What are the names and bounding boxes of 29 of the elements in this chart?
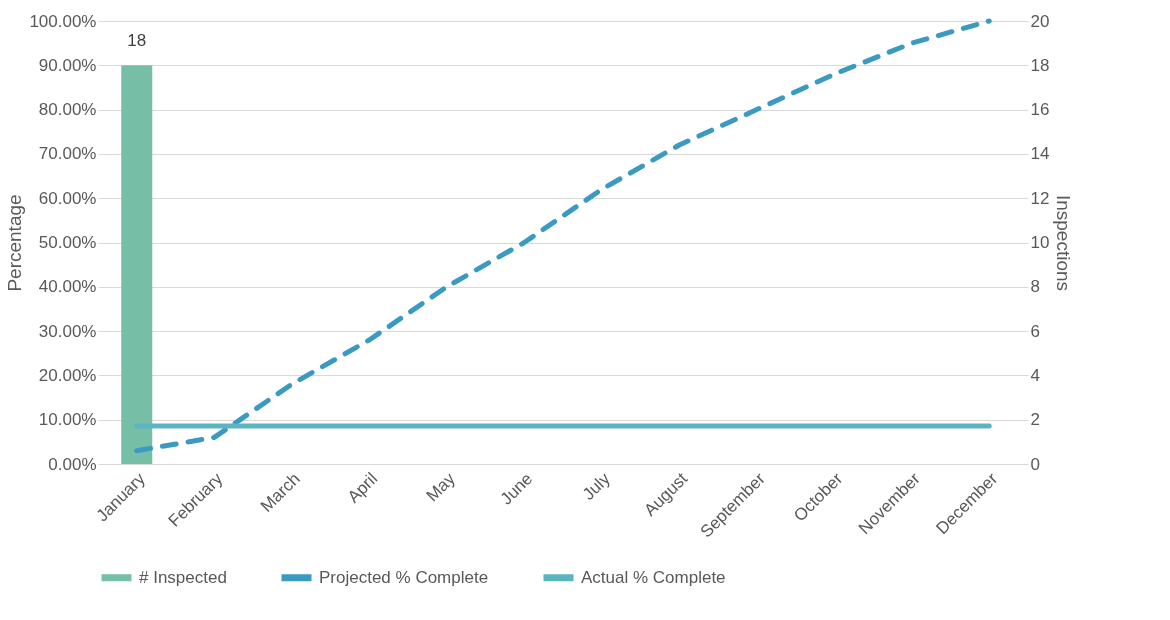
y-tick-label: 80.00% [38,100,97,120]
y2-tick-label: 14 [1030,144,1050,164]
y-tick-label: 10.00% [38,410,97,430]
y-tick-label: 40.00% [38,277,97,297]
y-tick-label: 0.00% [48,454,97,474]
y2-tick-label: 10 [1030,233,1050,252]
y2-tick-label: 20 [1030,11,1050,31]
y-tick-label: 50.00% [38,233,97,252]
y2-tick-label: 0 [1030,454,1040,474]
y-tick-label: 90.00% [38,55,97,75]
y-tick-label: 70.00% [38,144,97,164]
legend-label: Projected % Complete [319,567,489,587]
legend-label: # Inspected [139,567,227,587]
x-tick-label: July [578,468,615,504]
legend-label: Actual % Complete [581,567,726,587]
data-label: 18 [127,31,147,51]
y2-axis-title: Inspections [1053,194,1075,292]
y2-tick-label: 18 [1030,55,1050,75]
y-tick-label: 60.00% [38,188,97,208]
y2-tick-label: 12 [1030,188,1050,208]
y-tick-label: 20.00% [38,365,97,385]
y2-tick-label: 16 [1030,100,1050,120]
y-axis-title: Percentage [4,194,26,292]
y2-tick-label: 4 [1030,365,1040,385]
y-tick-label: 30.00% [38,321,97,341]
y2-tick-label: 8 [1030,277,1040,297]
y-tick-label: 100.00% [29,11,97,31]
y2-tick-label: 2 [1030,410,1040,430]
y2-tick-label: 6 [1030,321,1040,341]
